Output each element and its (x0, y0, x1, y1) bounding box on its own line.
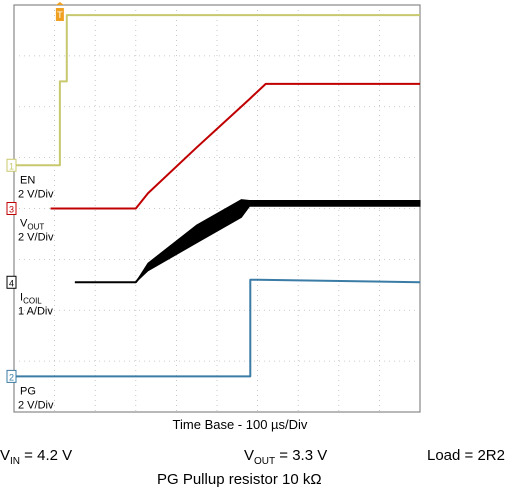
x-axis-label: Time Base - 100 µs/Div (173, 417, 308, 432)
channel-name-en: EN (20, 174, 35, 186)
channel-scale-pg: 2 V/Div (18, 399, 54, 411)
channel-scale-en: 2 V/Div (18, 188, 54, 200)
traces (14, 14, 421, 378)
channel-marker-number-icoil: 4 (9, 278, 14, 288)
channel-name-pg: PG (20, 385, 36, 397)
channel-marker-icoil (6, 275, 17, 289)
trace-icoil (74, 202, 420, 284)
channel-marker-number-pg: 2 (9, 372, 14, 382)
channel-marker-en (6, 158, 17, 172)
channel-marker-pg (6, 369, 17, 383)
channel-name-vout: VOUT (20, 218, 44, 232)
trigger-arrow-icon (55, 2, 64, 5)
channel-marker-number-en: 1 (9, 161, 14, 171)
vin-condition: VIN = 4.2 V (0, 447, 73, 467)
pullup-condition: PG Pullup resistor 10 kΩ (157, 471, 322, 488)
channel-markers: 1 3 4 2 T (6, 2, 64, 383)
trace-vout (50, 82, 420, 210)
trigger-marker (55, 8, 64, 21)
channel-scale-vout: 2 V/Div (18, 232, 54, 244)
trigger-marker-label: T (57, 10, 63, 20)
channel-scale-icoil: 1 A/Div (18, 305, 53, 317)
vout-condition: VOUT = 3.3 V (244, 447, 328, 467)
channel-marker-vout (6, 202, 17, 215)
channel-name-icoil: ICOIL (20, 291, 42, 305)
load-condition: Load = 2R2 (427, 447, 505, 464)
channel-marker-number-vout: 3 (9, 205, 14, 215)
trace-en (16, 14, 420, 167)
trace-pg (14, 278, 421, 378)
